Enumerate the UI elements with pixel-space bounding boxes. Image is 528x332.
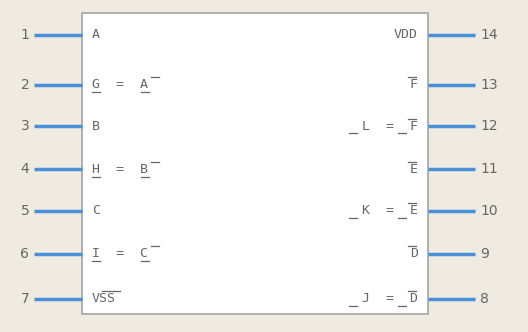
Text: L  =  F: L = F [362,120,418,133]
Text: VDD: VDD [394,28,418,42]
Text: J  =  D: J = D [362,292,418,305]
Text: K  =  E: K = E [362,204,418,217]
Text: 11: 11 [480,162,498,176]
Text: 13: 13 [480,78,498,92]
Text: B: B [92,120,100,133]
Text: 1: 1 [21,28,30,42]
Text: VSS: VSS [92,292,116,305]
Text: 14: 14 [480,28,498,42]
Text: 10: 10 [480,204,498,218]
Text: E: E [410,163,418,176]
Text: 6: 6 [21,247,30,261]
Text: 4: 4 [21,162,30,176]
Bar [82,13,428,314]
Text: D: D [410,247,418,261]
Text: H  =  B: H = B [92,163,148,176]
Text: G  =  A: G = A [92,78,148,91]
Text: 9: 9 [480,247,489,261]
Text: 8: 8 [480,292,489,306]
Text: 3: 3 [21,119,30,133]
Text: 5: 5 [21,204,30,218]
Text: 7: 7 [21,292,30,306]
Text: 12: 12 [480,119,498,133]
Text: F: F [410,78,418,91]
Text: I  =  C: I = C [92,247,148,261]
Text: A: A [92,28,100,42]
Text: C: C [92,204,100,217]
Text: 2: 2 [21,78,30,92]
